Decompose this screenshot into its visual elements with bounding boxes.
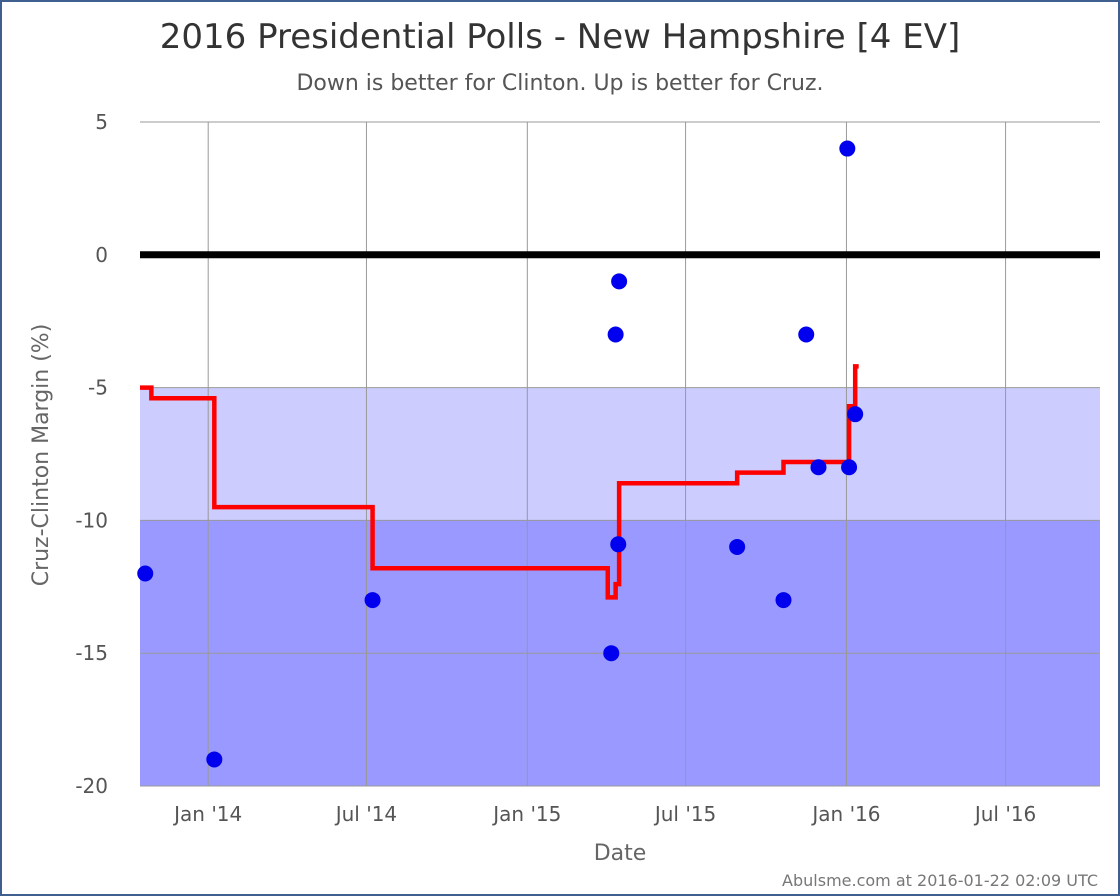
poll-point	[610, 536, 627, 553]
margin-bands	[140, 387, 1100, 786]
x-tick-labels: Jan '14 Jul '14 Jan '15 Jul '15 Jan '16 Jul '…	[172, 802, 1036, 826]
y-tick-label: -10	[75, 508, 108, 532]
y-axis-label: Cruz-Clinton Margin (%)	[29, 324, 54, 587]
credit-text: Abulsme.com at 2016-01-22 02:09 UTC	[782, 871, 1098, 890]
poll-point	[729, 538, 746, 555]
x-tick-label: Jan '16	[810, 802, 880, 826]
average-line-group	[140, 364, 859, 600]
poll-point	[137, 565, 154, 582]
y-tick-label: 5	[95, 110, 108, 134]
poll-point	[607, 326, 624, 343]
chart-title: 2016 Presidential Polls - New Hampshire …	[160, 17, 961, 57]
poll-point	[798, 326, 815, 343]
poll-point	[839, 140, 856, 157]
average-step-line	[140, 364, 859, 600]
x-tick-label: Jul '15	[653, 802, 716, 826]
poll-point	[810, 459, 827, 476]
x-tick-label: Jan '14	[172, 802, 242, 826]
poll-points	[137, 140, 864, 768]
y-tick-label: 0	[95, 243, 108, 267]
x-tick-label: Jul '14	[334, 802, 397, 826]
chart-subtitle: Down is better for Clinton. Up is better…	[296, 71, 823, 96]
poll-point	[611, 273, 628, 290]
y-tick-labels: 5 0 -5 -10 -15 -20	[75, 110, 108, 798]
x-tick-label: Jan '15	[491, 802, 561, 826]
poll-point	[841, 459, 858, 476]
x-tick-label: Jul '16	[973, 802, 1036, 826]
y-tick-label: -15	[75, 641, 108, 665]
poll-point	[603, 645, 620, 662]
y-tick-label: -20	[75, 774, 108, 798]
poll-point	[206, 751, 223, 768]
x-axis-label: Date	[594, 841, 647, 866]
poll-point	[364, 592, 381, 609]
poll-point	[847, 406, 864, 423]
poll-point	[775, 592, 792, 609]
y-tick-label: -5	[88, 376, 108, 400]
